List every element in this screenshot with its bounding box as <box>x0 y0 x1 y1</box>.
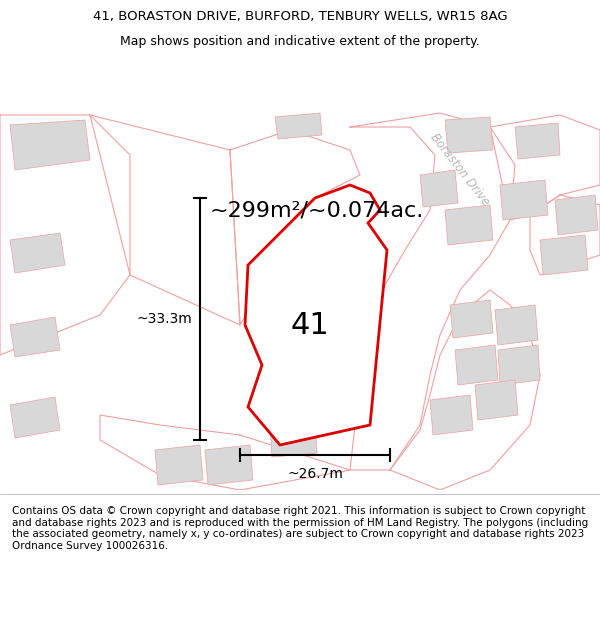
Polygon shape <box>475 380 518 420</box>
Text: 41: 41 <box>290 311 329 339</box>
Text: Map shows position and indicative extent of the property.: Map shows position and indicative extent… <box>120 35 480 48</box>
Polygon shape <box>10 397 60 438</box>
Polygon shape <box>445 205 493 245</box>
Polygon shape <box>555 195 598 235</box>
Polygon shape <box>318 380 360 417</box>
Polygon shape <box>270 418 317 457</box>
Polygon shape <box>430 395 473 435</box>
Polygon shape <box>455 345 498 385</box>
Polygon shape <box>275 113 322 139</box>
Polygon shape <box>500 180 548 220</box>
Polygon shape <box>450 300 493 338</box>
Polygon shape <box>495 305 538 345</box>
Text: 41, BORASTON DRIVE, BURFORD, TENBURY WELLS, WR15 8AG: 41, BORASTON DRIVE, BURFORD, TENBURY WEL… <box>92 10 508 23</box>
Polygon shape <box>10 317 60 357</box>
Polygon shape <box>498 345 540 385</box>
Polygon shape <box>515 123 560 159</box>
Circle shape <box>350 197 370 217</box>
Polygon shape <box>420 170 458 207</box>
Polygon shape <box>540 235 588 275</box>
Polygon shape <box>10 120 90 170</box>
Polygon shape <box>205 445 253 485</box>
Polygon shape <box>270 380 313 417</box>
Polygon shape <box>445 117 493 153</box>
Polygon shape <box>245 185 387 445</box>
Text: Contains OS data © Crown copyright and database right 2021. This information is : Contains OS data © Crown copyright and d… <box>12 506 588 551</box>
Polygon shape <box>155 445 203 485</box>
Text: ~26.7m: ~26.7m <box>287 467 343 481</box>
Text: ~33.3m: ~33.3m <box>136 312 192 326</box>
Text: ~299m²/~0.074ac.: ~299m²/~0.074ac. <box>210 200 424 220</box>
Polygon shape <box>10 233 65 273</box>
Text: Boraston Drive: Boraston Drive <box>428 131 492 209</box>
